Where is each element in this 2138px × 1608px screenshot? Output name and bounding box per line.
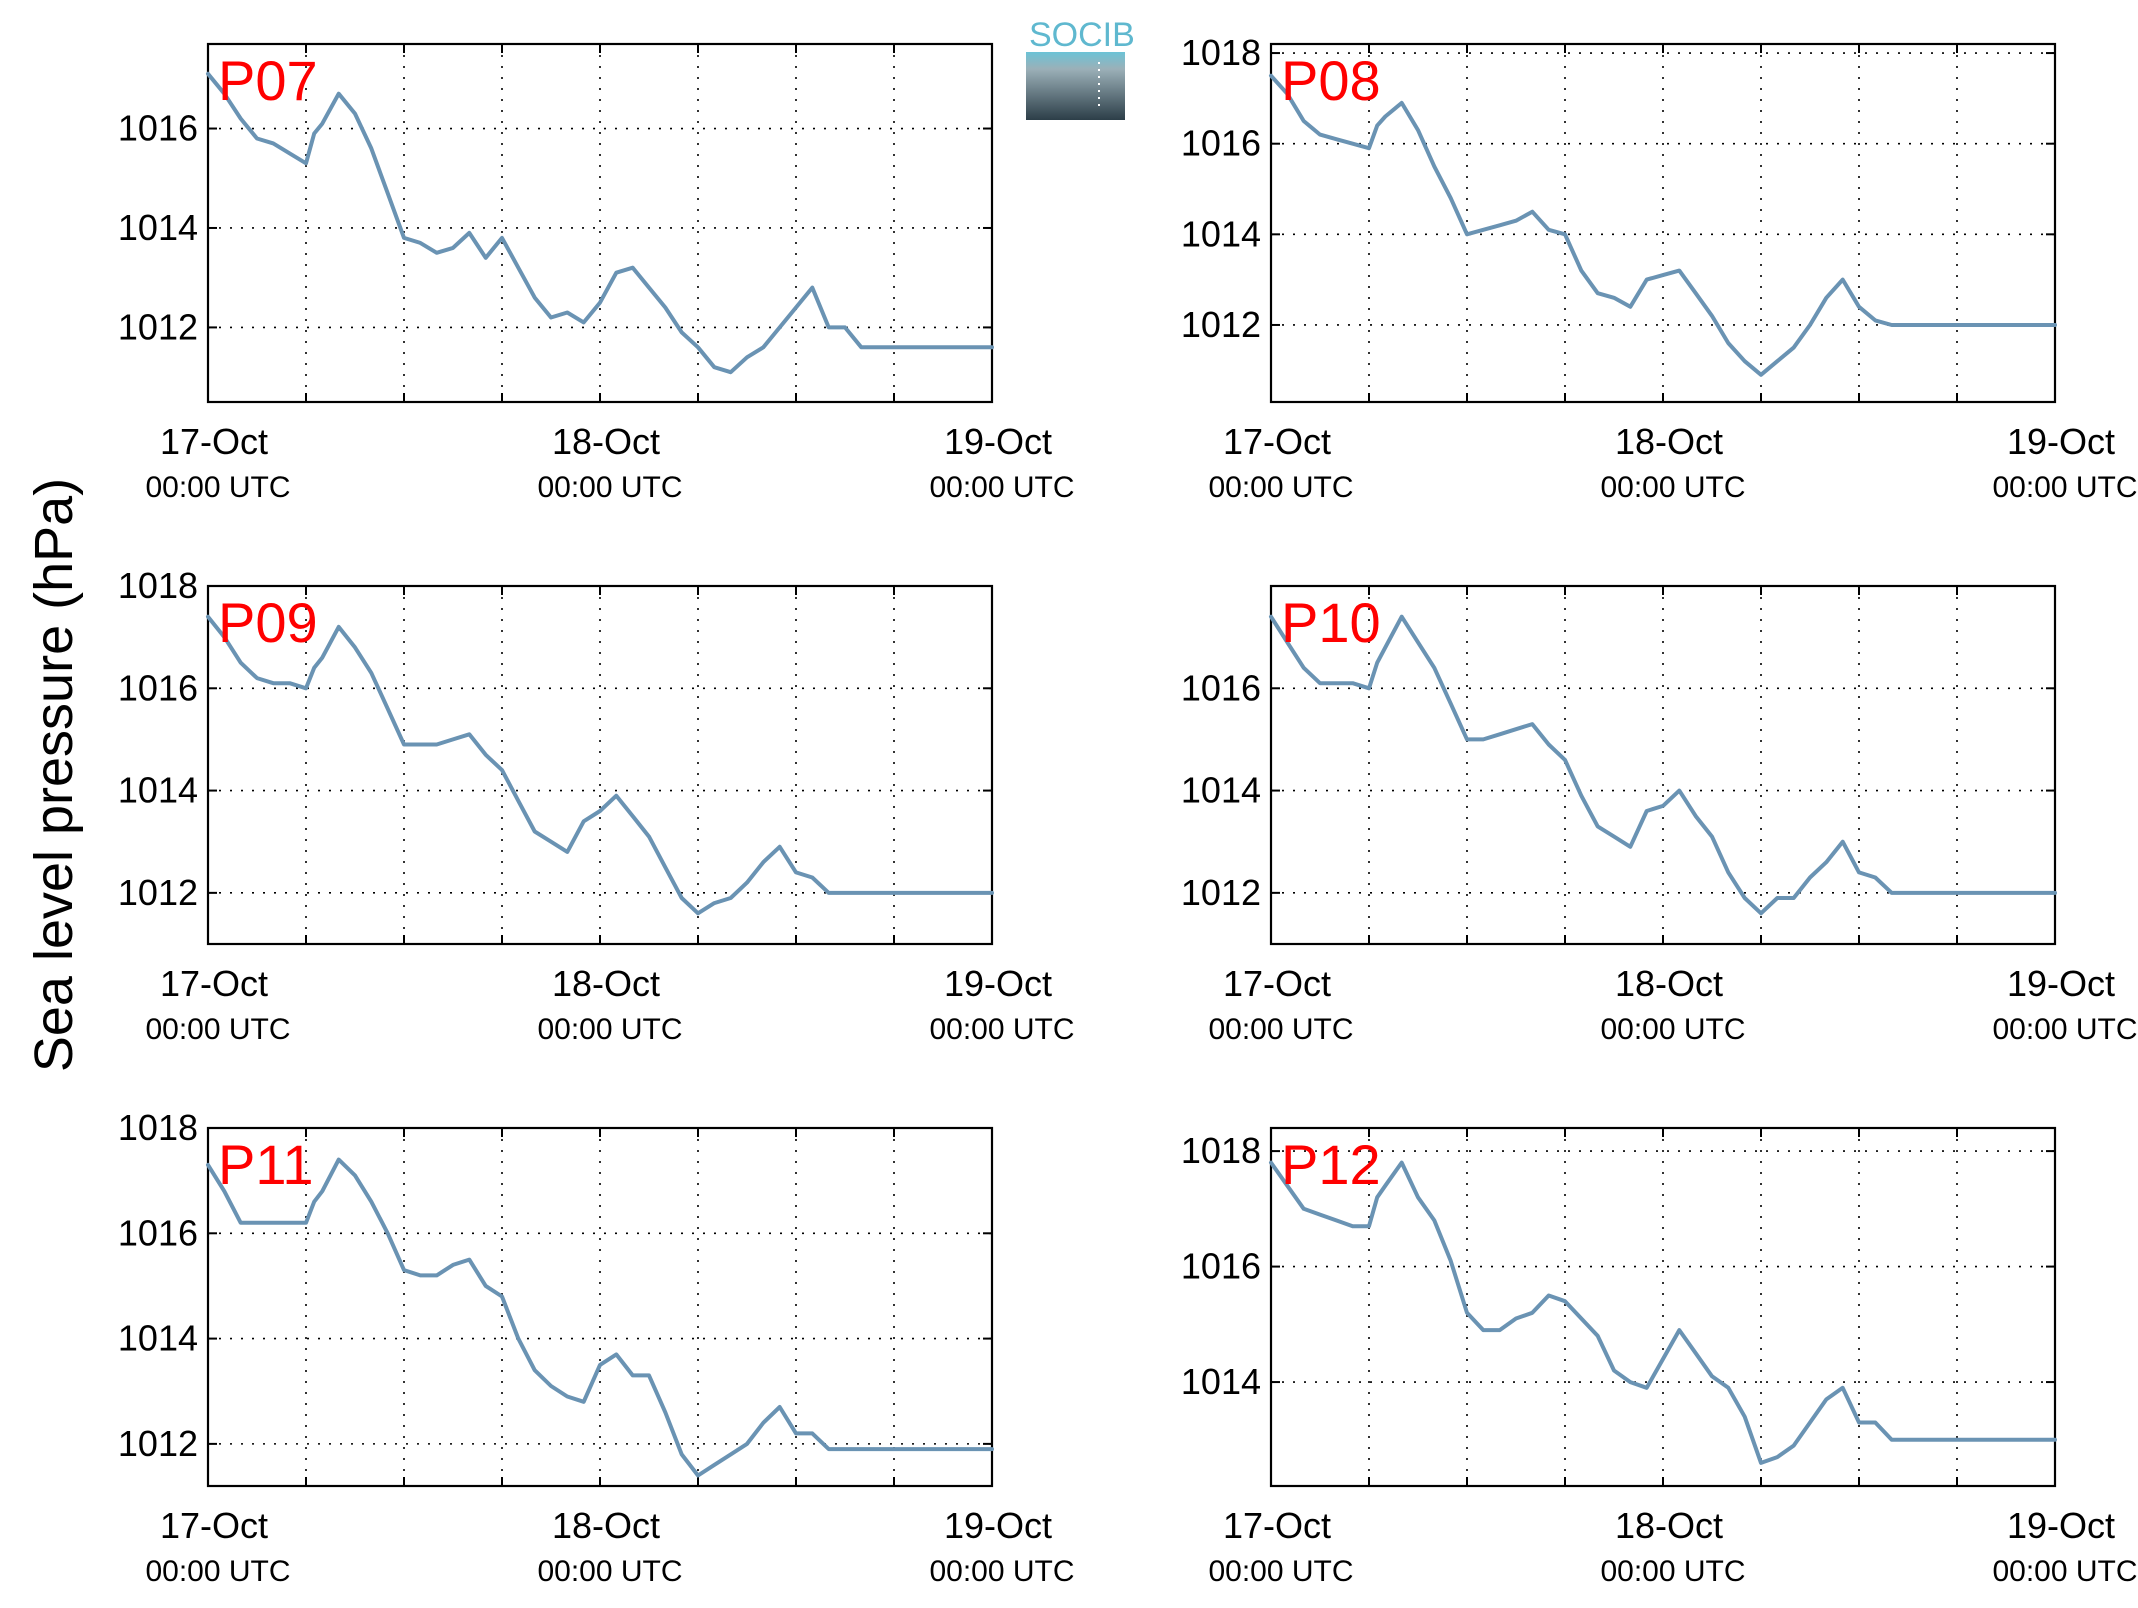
panels: 1012 1014 1016 17-Oct 00:00 UTC 18-Oct 00:00 U… (118, 32, 2138, 1588)
y-tick-label: 1014 (1181, 770, 1261, 811)
y-tick-label: 1018 (118, 1107, 198, 1148)
y-tick-label: 1016 (1181, 123, 1261, 164)
panel-p09: 1012 1014 1016 1018 17-Oct 00:00 UTC 18-Oct 00:… (118, 565, 1075, 1046)
x-tick-label-time: 00:00 UTC (537, 1555, 682, 1588)
axes-frame (206, 1126, 994, 1488)
series-line (206, 614, 994, 916)
x-tick-label-date: 18-Oct (552, 963, 660, 1004)
axes-frame (206, 42, 994, 404)
y-tick-label: 1018 (1181, 32, 1261, 73)
x-tick-label-time: 00:00 UTC (1600, 471, 1745, 504)
x-tick-label-time: 00:00 UTC (929, 1013, 1074, 1046)
y-tick-label: 1016 (1181, 667, 1261, 708)
x-tick-label-date: 18-Oct (1615, 421, 1723, 462)
y-tick-label: 1018 (1181, 1130, 1261, 1171)
series-line (1269, 73, 2057, 377)
panel-title: P08 (1281, 49, 1381, 112)
panel-p07: 1012 1014 1016 17-Oct 00:00 UTC 18-Oct 00:00 U… (118, 42, 1075, 504)
axes-frame (206, 584, 994, 946)
x-tick-label-date: 17-Oct (1223, 963, 1331, 1004)
x-tick-label-time: 00:00 UTC (1600, 1555, 1745, 1588)
x-tick-label-date: 19-Oct (2007, 963, 2115, 1004)
series-line (1269, 1160, 2057, 1465)
series-line (206, 71, 994, 375)
x-tick-label-date: 17-Oct (1223, 1505, 1331, 1546)
x-tick-label-time: 00:00 UTC (537, 471, 682, 504)
panel-title: P11 (218, 1133, 313, 1196)
y-tick-label: 1012 (118, 872, 198, 913)
x-tick-label-date: 19-Oct (944, 421, 1052, 462)
series-line (206, 1157, 994, 1478)
y-tick-label: 1012 (118, 306, 198, 347)
x-tick-label-time: 00:00 UTC (929, 471, 1074, 504)
y-tick-label: 1014 (118, 770, 198, 811)
socib-logo: SOCIB (1026, 16, 1135, 120)
x-tick-label-time: 00:00 UTC (1992, 471, 2137, 504)
y-tick-label: 1018 (118, 565, 198, 606)
x-tick-label-time: 00:00 UTC (1992, 1555, 2137, 1588)
y-tick-label: 1012 (1181, 872, 1261, 913)
x-tick-label-date: 18-Oct (552, 1505, 660, 1546)
x-tick-label-date: 19-Oct (944, 963, 1052, 1004)
panel-p10: 1012 1014 1016 17-Oct 00:00 UTC 18-Oct 00:00 U… (1181, 584, 2138, 1046)
axes-frame (1269, 584, 2057, 946)
panel-title: P09 (218, 591, 318, 654)
x-tick-label-date: 18-Oct (1615, 1505, 1723, 1546)
y-tick-label: 1016 (118, 667, 198, 708)
x-tick-label-time: 00:00 UTC (145, 1555, 290, 1588)
panel-title: P07 (218, 49, 318, 112)
x-tick-label-time: 00:00 UTC (1600, 1013, 1745, 1046)
x-tick-label-time: 00:00 UTC (1992, 1013, 2137, 1046)
y-tick-label: 1012 (1181, 304, 1261, 345)
y-tick-label: 1016 (118, 1212, 198, 1253)
panel-p11: 1012 1014 1016 1018 17-Oct 00:00 UTC 18-Oct 00:… (118, 1107, 1075, 1588)
x-tick-label-date: 19-Oct (944, 1505, 1052, 1546)
y-axis-label: Sea level pressure (hPa) (24, 478, 84, 1072)
x-tick-label-date: 19-Oct (2007, 421, 2115, 462)
series-line (1269, 614, 2057, 916)
y-tick-label: 1014 (118, 1318, 198, 1359)
panel-title: P10 (1281, 591, 1381, 654)
x-tick-label-date: 18-Oct (1615, 963, 1723, 1004)
x-tick-label-date: 17-Oct (160, 1505, 268, 1546)
y-tick-label: 1014 (1181, 1361, 1261, 1402)
x-tick-label-date: 17-Oct (160, 421, 268, 462)
logo-graphic (1026, 52, 1125, 120)
x-tick-label-time: 00:00 UTC (1208, 1555, 1353, 1588)
x-tick-label-date: 18-Oct (552, 421, 660, 462)
x-tick-label-time: 00:00 UTC (929, 1555, 1074, 1588)
y-tick-label: 1016 (118, 108, 198, 149)
panel-title: P12 (1281, 1133, 1381, 1196)
x-tick-label-date: 17-Oct (1223, 421, 1331, 462)
x-tick-label-date: 19-Oct (2007, 1505, 2115, 1546)
panel-p12: 1014 1016 1018 17-Oct 00:00 UTC 18-Oct 00:00 U… (1181, 1126, 2138, 1588)
x-tick-label-time: 00:00 UTC (537, 1013, 682, 1046)
axes-frame (1269, 42, 2057, 404)
y-tick-label: 1014 (1181, 213, 1261, 254)
x-tick-label-time: 00:00 UTC (145, 1013, 290, 1046)
x-tick-label-date: 17-Oct (160, 963, 268, 1004)
x-tick-label-time: 00:00 UTC (1208, 1013, 1353, 1046)
y-tick-label: 1016 (1181, 1246, 1261, 1287)
x-tick-label-time: 00:00 UTC (145, 471, 290, 504)
y-tick-label: 1012 (118, 1423, 198, 1464)
axes-frame (1269, 1126, 2057, 1488)
y-tick-label: 1014 (118, 207, 198, 248)
panel-p08: 1012 1014 1016 1018 17-Oct 00:00 UTC 18-Oct 00:… (1181, 32, 2138, 504)
x-tick-label-time: 00:00 UTC (1208, 471, 1353, 504)
logo-text: SOCIB (1029, 16, 1135, 54)
